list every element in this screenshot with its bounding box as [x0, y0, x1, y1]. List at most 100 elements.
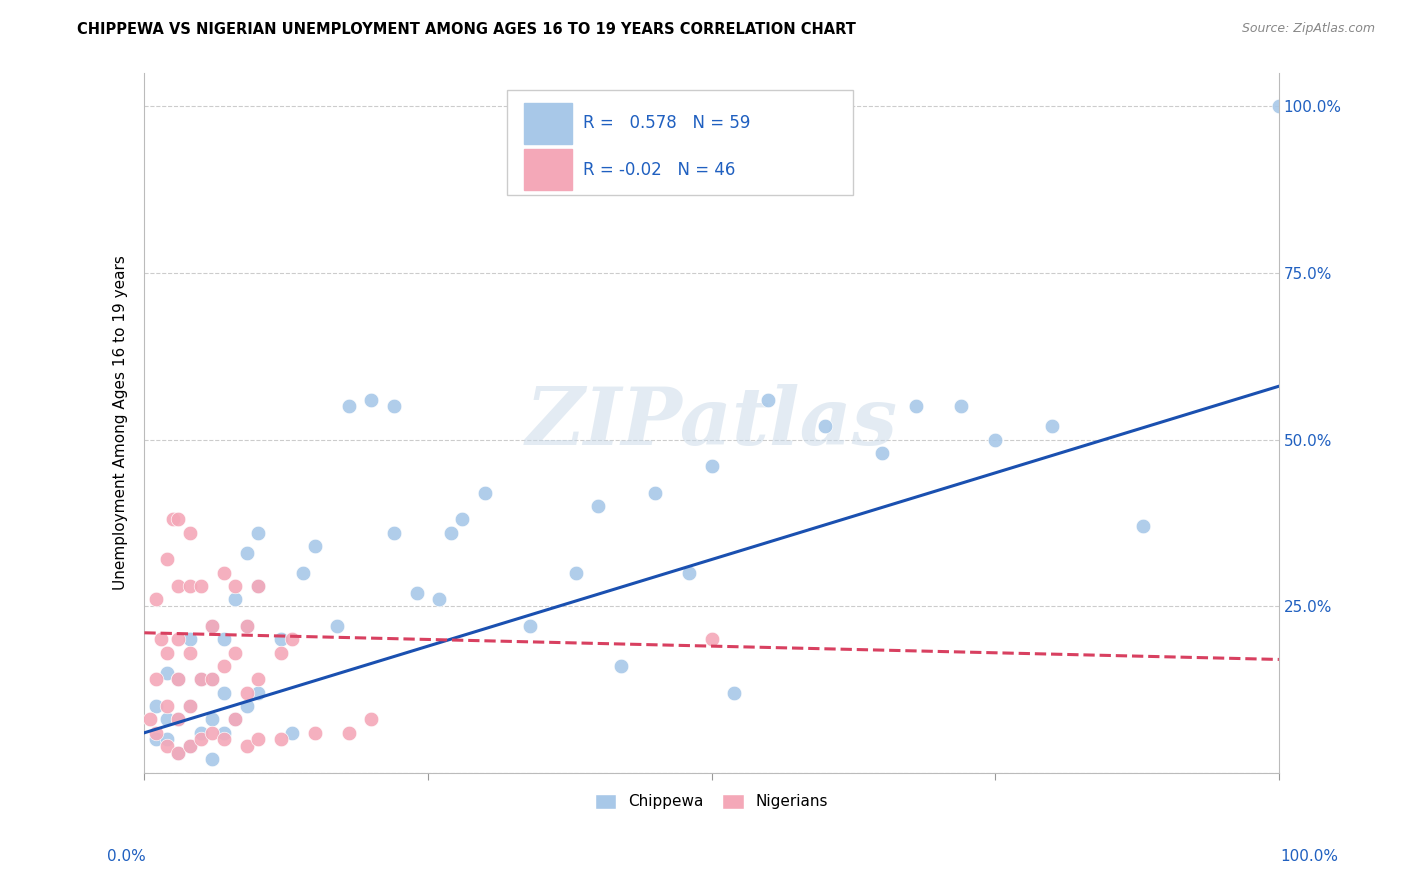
Text: CHIPPEWA VS NIGERIAN UNEMPLOYMENT AMONG AGES 16 TO 19 YEARS CORRELATION CHART: CHIPPEWA VS NIGERIAN UNEMPLOYMENT AMONG … [77, 22, 856, 37]
Point [212, 632, 235, 647]
Point [224, 646, 246, 660]
Point [246, 732, 269, 747]
Point [167, 512, 190, 526]
Point [440, 525, 463, 540]
Point [190, 673, 212, 687]
Point [156, 646, 179, 660]
Point [212, 659, 235, 673]
Point [167, 673, 190, 687]
Point [156, 739, 179, 753]
Point [179, 699, 201, 714]
Text: 0.0%: 0.0% [107, 849, 146, 864]
Point [564, 566, 586, 580]
Point [179, 579, 201, 593]
Point [139, 713, 162, 727]
Point [360, 392, 382, 407]
Point [167, 746, 190, 760]
Point [167, 713, 190, 727]
Point [586, 499, 609, 513]
Text: 100.0%: 100.0% [1281, 849, 1339, 864]
Point [145, 725, 167, 739]
Point [870, 446, 893, 460]
Point [212, 686, 235, 700]
Point [700, 459, 723, 474]
Point [156, 665, 179, 680]
Y-axis label: Unemployment Among Ages 16 to 19 years: Unemployment Among Ages 16 to 19 years [114, 255, 128, 591]
Point [201, 725, 224, 739]
Point [224, 713, 246, 727]
Point [1040, 419, 1063, 434]
Point [156, 699, 179, 714]
Point [360, 713, 382, 727]
Point [246, 579, 269, 593]
Point [758, 392, 780, 407]
Point [201, 713, 224, 727]
Point [326, 619, 349, 633]
Point [281, 725, 304, 739]
Point [984, 433, 1007, 447]
Point [167, 632, 190, 647]
Point [190, 732, 212, 747]
Point [150, 632, 173, 647]
Point [201, 752, 224, 766]
Point [167, 746, 190, 760]
Point [644, 486, 666, 500]
Point [337, 725, 360, 739]
Point [190, 725, 212, 739]
Point [190, 579, 212, 593]
Point [270, 646, 292, 660]
Point [235, 686, 257, 700]
Point [190, 673, 212, 687]
Point [201, 673, 224, 687]
Text: ZIPatlas: ZIPatlas [526, 384, 897, 462]
Point [179, 699, 201, 714]
Point [179, 646, 201, 660]
Point [212, 566, 235, 580]
Point [1132, 519, 1154, 533]
Point [405, 586, 427, 600]
Point [304, 725, 326, 739]
Point [723, 686, 745, 700]
Point [156, 713, 179, 727]
Point [382, 399, 405, 413]
Point [235, 739, 257, 753]
Point [519, 619, 541, 633]
Point [212, 725, 235, 739]
Point [904, 399, 927, 413]
FancyBboxPatch shape [524, 149, 572, 190]
Point [337, 399, 360, 413]
Point [224, 592, 246, 607]
Point [451, 512, 474, 526]
Point [270, 732, 292, 747]
Point [246, 525, 269, 540]
Point [235, 619, 257, 633]
Point [156, 732, 179, 747]
Point [201, 619, 224, 633]
Point [382, 525, 405, 540]
Point [950, 399, 973, 413]
Legend: Chippewa, Nigerians: Chippewa, Nigerians [589, 788, 835, 815]
Point [474, 486, 496, 500]
Point [167, 579, 190, 593]
Point [246, 686, 269, 700]
Point [179, 632, 201, 647]
Point [145, 592, 167, 607]
Point [235, 619, 257, 633]
Text: Source: ZipAtlas.com: Source: ZipAtlas.com [1241, 22, 1375, 36]
Point [156, 552, 179, 566]
Point [1268, 99, 1291, 113]
Point [179, 739, 201, 753]
Point [201, 619, 224, 633]
Point [179, 739, 201, 753]
Point [610, 659, 633, 673]
Point [224, 713, 246, 727]
Point [292, 566, 315, 580]
Point [179, 525, 201, 540]
Point [270, 632, 292, 647]
Point [246, 579, 269, 593]
FancyBboxPatch shape [508, 90, 853, 195]
Point [235, 699, 257, 714]
Point [162, 512, 184, 526]
FancyBboxPatch shape [524, 103, 572, 144]
Point [167, 673, 190, 687]
